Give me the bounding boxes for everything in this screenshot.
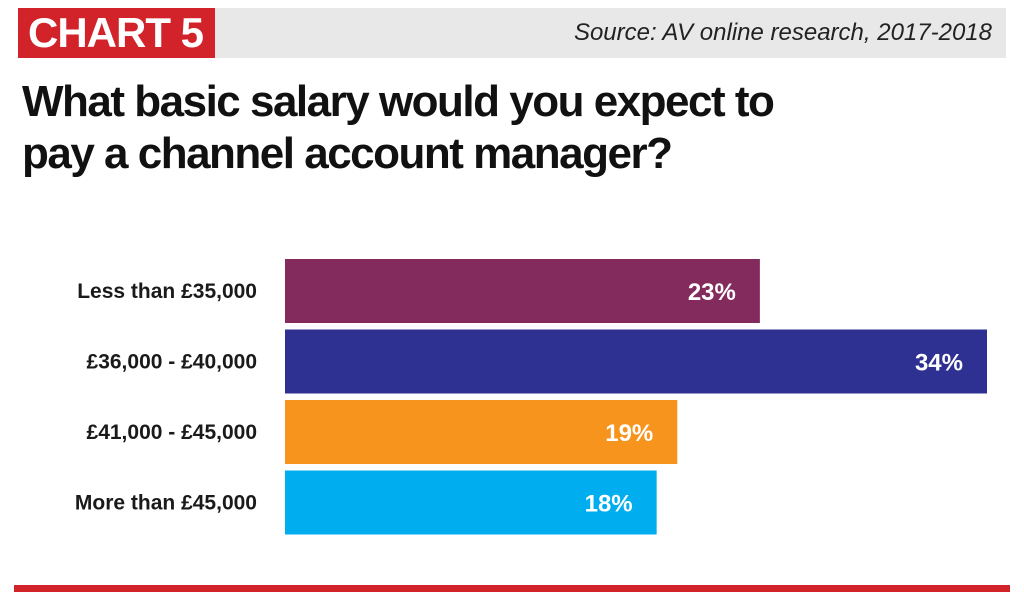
category-label: More than £45,000 xyxy=(75,492,257,515)
bar xyxy=(285,470,657,535)
source-note: Source: AV online research, 2017-2018 xyxy=(573,19,992,46)
bar-value-label: 34% xyxy=(915,350,963,377)
bar-value-label: 23% xyxy=(688,279,736,306)
bar xyxy=(285,400,678,464)
chart-number-tag: CHART 5 xyxy=(18,8,216,58)
chart-title: What basic salary would you expect to pa… xyxy=(22,77,775,178)
bars-layer: Less than £35,000 23% £36,000 - £40,000 34%… xyxy=(75,259,987,535)
category-label: £36,000 - £40,000 xyxy=(87,351,257,374)
category-label: £41,000 - £45,000 xyxy=(87,421,257,444)
footer-rule xyxy=(14,585,1010,592)
bar xyxy=(285,329,987,394)
category-label: Less than £35,000 xyxy=(77,280,257,303)
bar-value-label: 18% xyxy=(585,491,633,518)
bar xyxy=(285,259,760,323)
bar-value-label: 19% xyxy=(605,420,653,447)
